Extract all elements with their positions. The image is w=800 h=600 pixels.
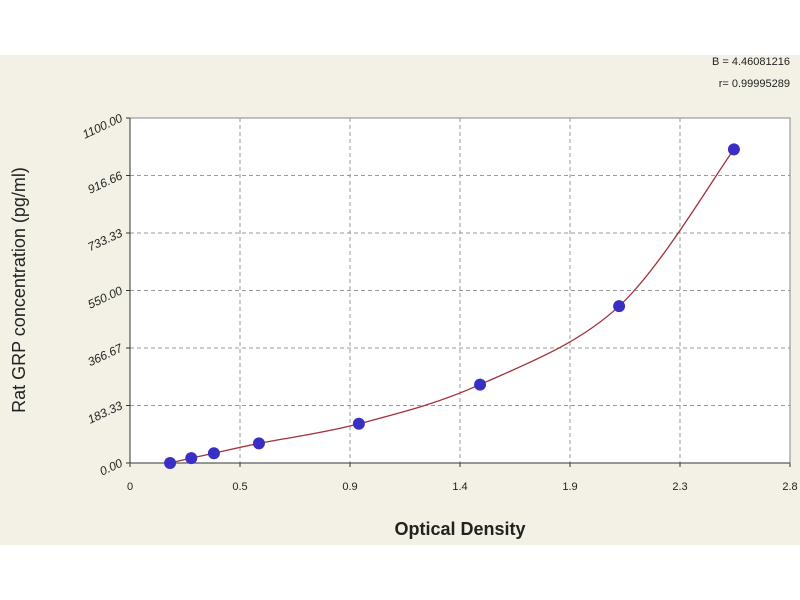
data-point	[727, 143, 740, 156]
data-point	[207, 447, 220, 460]
data-point	[185, 452, 198, 465]
data-point	[474, 378, 487, 391]
data-point	[613, 300, 626, 313]
x-tick-label: 1.4	[452, 481, 467, 493]
annotation: B = 4.46081216	[712, 56, 790, 68]
x-tick-label: 2.3	[672, 481, 687, 493]
data-point	[252, 437, 265, 450]
data-point	[164, 457, 177, 469]
x-tick-label: 0.9	[342, 481, 357, 493]
data-point	[352, 417, 365, 430]
y-axis-label: Rat GRP concentration (pg/ml)	[9, 167, 29, 413]
x-tick-label: 2.8	[782, 481, 797, 493]
x-tick-label: 0	[127, 481, 133, 493]
x-axis-label: Optical Density	[394, 519, 525, 539]
x-tick-label: 0.5	[232, 481, 247, 493]
annotation: r= 0.99995289	[719, 78, 790, 90]
x-tick-label: 1.9	[562, 481, 577, 493]
